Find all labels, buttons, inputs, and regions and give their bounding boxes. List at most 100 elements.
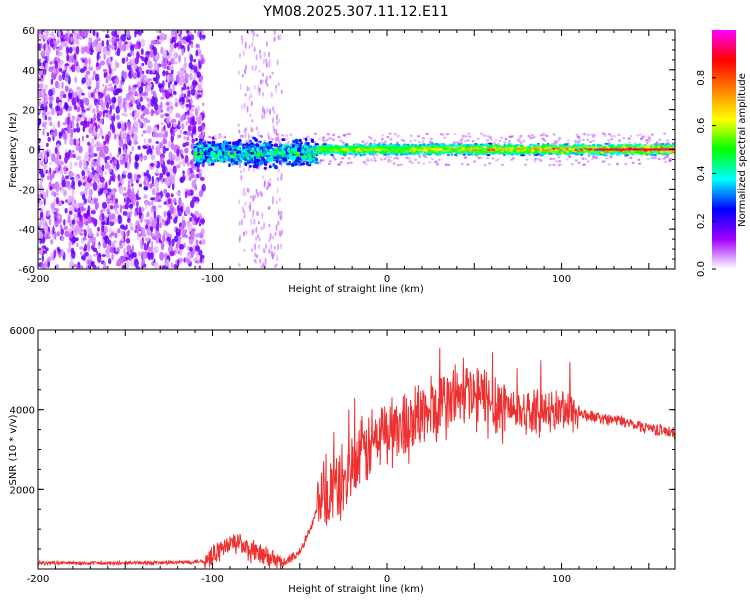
spectrogram-cell bbox=[40, 33, 43, 39]
spectrogram-cell bbox=[122, 192, 127, 197]
spectrogram-cell bbox=[210, 162, 215, 166]
spectrogram-cell bbox=[304, 141, 308, 146]
spectrogram-cell bbox=[586, 160, 590, 163]
spectrogram-cell bbox=[201, 183, 206, 192]
spectrogram-cell bbox=[136, 200, 139, 208]
spectrogram-cell bbox=[589, 140, 592, 144]
spectrogram-cell bbox=[158, 194, 162, 201]
spectrogram-cell bbox=[493, 141, 497, 144]
spectrogram-cell bbox=[263, 166, 267, 170]
spectrogram-cell bbox=[223, 136, 227, 139]
spectrogram-cell bbox=[256, 253, 259, 259]
spectrogram-cell bbox=[174, 61, 178, 65]
spectrogram-cell bbox=[125, 100, 129, 108]
spectrogram-cell bbox=[268, 206, 270, 210]
spectrogram-cell bbox=[281, 161, 285, 165]
spectrogram-cell bbox=[309, 145, 313, 149]
spectrogram-cell bbox=[380, 158, 384, 161]
spectrogram-cell bbox=[255, 236, 258, 242]
spectrogram-cell bbox=[49, 96, 53, 105]
spectrogram-cell bbox=[60, 248, 64, 257]
spectrogram-cell bbox=[93, 39, 98, 47]
spectrogram-cell bbox=[84, 243, 88, 252]
spectrogram-cell bbox=[109, 205, 114, 210]
spectrogram-cell bbox=[165, 55, 171, 60]
spectrogram-cell bbox=[616, 162, 619, 166]
spectrogram-cell bbox=[84, 56, 87, 65]
spectrogram-cell bbox=[88, 228, 92, 237]
spectrogram-cell bbox=[150, 197, 155, 201]
spectrogram-cell bbox=[255, 226, 258, 234]
spectrogram-cell bbox=[134, 43, 139, 50]
spectrogram-cell bbox=[154, 102, 159, 111]
spectrogram-cell bbox=[141, 56, 145, 62]
spectrogram-cell bbox=[157, 204, 163, 208]
spectrogram-cell bbox=[519, 134, 523, 138]
spectrogram-cell bbox=[236, 151, 240, 154]
spectrogram-cell bbox=[251, 229, 254, 236]
spectrogram-cell bbox=[164, 176, 170, 185]
spectrogram-cell bbox=[409, 140, 413, 143]
spectrogram-cell bbox=[79, 89, 83, 93]
spectrogram-cell bbox=[347, 157, 351, 160]
spectrogram-cell bbox=[153, 196, 159, 203]
spectrogram-cell bbox=[137, 145, 141, 150]
spectrogram-cell bbox=[199, 31, 202, 41]
spectrogram-cell bbox=[117, 122, 122, 130]
spectrogram-cell bbox=[84, 182, 90, 191]
spectrogram-cell bbox=[85, 134, 89, 138]
spectrogram-cell bbox=[186, 35, 192, 43]
spectrogram-cell bbox=[256, 154, 260, 158]
spectrogram-cell bbox=[281, 134, 285, 137]
spectrogram-cell bbox=[64, 104, 69, 110]
spectrogram-cell bbox=[71, 46, 77, 52]
spectrogram-cell bbox=[86, 261, 89, 265]
spectrogram-cell bbox=[104, 35, 110, 39]
spectrogram-cell bbox=[247, 149, 250, 153]
spectrogram-cell bbox=[108, 73, 112, 82]
spectrogram-cell bbox=[230, 154, 234, 158]
spectrogram-cell bbox=[118, 147, 122, 153]
spectrogram-cell bbox=[273, 264, 276, 269]
spectrogram-cell bbox=[63, 219, 66, 226]
spectrogram-cell bbox=[189, 112, 194, 118]
spectrogram-cell bbox=[73, 53, 77, 60]
spectrogram-cell bbox=[54, 128, 58, 137]
spectrogram-cell bbox=[646, 157, 650, 160]
spectrogram-cell bbox=[186, 161, 190, 167]
spectrogram-cell bbox=[261, 113, 264, 121]
spectrogram-cell bbox=[150, 206, 154, 214]
spectrogram-cell bbox=[186, 136, 190, 141]
spectrogram-cell bbox=[219, 159, 224, 163]
spectrogram-cell bbox=[272, 162, 276, 167]
spectrogram-cell bbox=[181, 47, 185, 56]
spectrogram-cell bbox=[119, 44, 122, 48]
spectrogram-cell bbox=[467, 139, 471, 142]
spectrogram-cell bbox=[270, 243, 273, 250]
spectrogram-cell bbox=[99, 214, 103, 222]
spectrogram-cell bbox=[306, 148, 310, 153]
spectrogram-cell bbox=[79, 232, 84, 236]
spectrogram-cell bbox=[238, 53, 241, 59]
spectrogram-cell bbox=[142, 130, 147, 134]
spectrogram-cell bbox=[132, 110, 135, 118]
spectrogram-cell bbox=[105, 113, 110, 118]
spectrogram-cell bbox=[201, 34, 206, 39]
spectrogram-cell bbox=[164, 91, 170, 100]
spectrogram-cell bbox=[198, 135, 202, 138]
spectrogram-cell bbox=[170, 134, 174, 143]
spectrogram-cell bbox=[197, 145, 201, 149]
spectrogram-cell bbox=[250, 158, 254, 162]
spectrogram-cell bbox=[69, 204, 75, 211]
spectrogram-cell bbox=[123, 186, 127, 191]
spectrogram-cell bbox=[118, 185, 124, 195]
spectrogram-cell bbox=[53, 249, 56, 259]
spectrogram-cell bbox=[232, 141, 236, 146]
spectrogram-cell bbox=[265, 59, 268, 65]
spectrogram-cell bbox=[146, 251, 151, 260]
spectrogram-cell bbox=[272, 235, 275, 240]
spectrogram-cell bbox=[49, 167, 52, 175]
spectrogram-cell bbox=[260, 264, 263, 269]
spectrogram-cell bbox=[79, 251, 83, 255]
spectrogram-cell bbox=[230, 158, 234, 163]
